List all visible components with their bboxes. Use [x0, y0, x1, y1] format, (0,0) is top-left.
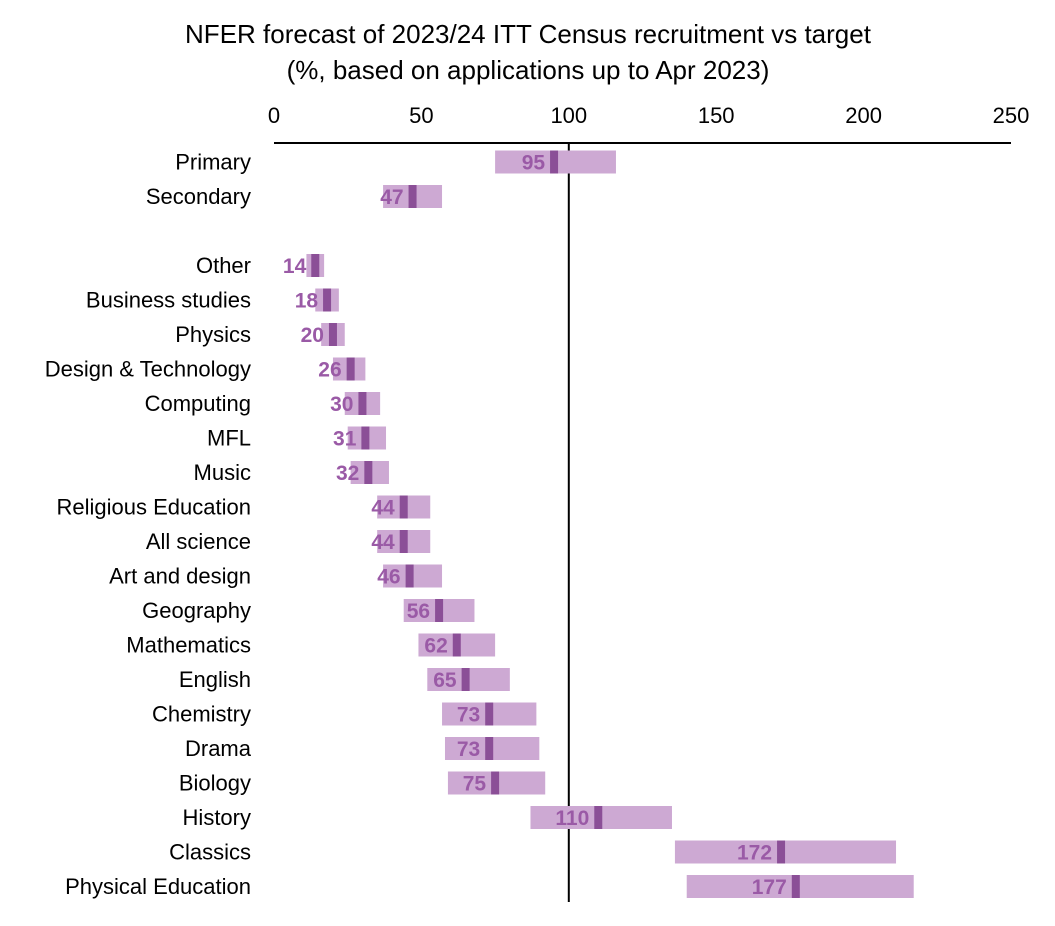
axis-group: 0 50 100 150 200 250	[268, 103, 1029, 902]
point-marker	[791, 875, 800, 898]
x-tick-label: 250	[993, 103, 1030, 128]
x-tick-label: 200	[845, 103, 882, 128]
point-marker	[323, 288, 332, 312]
x-tick-label: 150	[698, 103, 735, 128]
point-marker	[346, 357, 355, 381]
point-marker	[311, 254, 320, 277]
category-label: Art and design	[109, 564, 251, 589]
value-label: 20	[301, 324, 324, 347]
point-marker	[361, 426, 370, 450]
value-label: 65	[433, 669, 457, 692]
point-marker	[364, 461, 373, 484]
value-label: 31	[333, 428, 357, 451]
category-label: Computing	[145, 391, 251, 416]
category-label: Mathematics	[126, 633, 251, 658]
point-marker	[777, 840, 786, 864]
value-label: 73	[457, 738, 480, 761]
value-label: 95	[522, 152, 546, 175]
point-marker	[550, 150, 559, 174]
point-marker	[405, 564, 414, 588]
category-label: Other	[196, 253, 251, 278]
point-marker	[358, 392, 367, 415]
category-label: Physical Education	[65, 874, 251, 899]
point-marker	[399, 495, 408, 519]
point-marker	[408, 185, 417, 208]
value-label: 73	[457, 704, 480, 727]
value-label: 56	[407, 600, 430, 623]
category-label: Biology	[179, 771, 251, 796]
value-label: 14	[283, 255, 307, 278]
point-marker	[485, 737, 494, 760]
value-label: 47	[380, 186, 403, 209]
range-bar	[686, 875, 914, 898]
point-marker	[485, 702, 494, 726]
value-label: 177	[752, 876, 787, 899]
category-label: Physics	[175, 322, 251, 347]
value-label: 172	[737, 842, 772, 865]
value-label: 18	[295, 290, 319, 313]
point-marker	[399, 530, 408, 553]
x-tick-label: 50	[409, 103, 433, 128]
bars-group: 95 Primary 47 Secondary 14 Other 18 Business st…	[45, 150, 914, 899]
category-label: Religious Education	[57, 495, 251, 520]
point-marker	[594, 806, 603, 829]
chart-title: NFER forecast of 2023/24 ITT Census recr…	[185, 19, 872, 49]
point-marker	[461, 668, 470, 691]
category-label: History	[183, 805, 251, 830]
value-label: 44	[371, 531, 395, 554]
value-label: 26	[318, 359, 341, 382]
range-bar	[674, 840, 897, 864]
value-label: 110	[555, 807, 589, 830]
category-label: Primary	[175, 150, 251, 175]
value-label: 44	[371, 497, 395, 520]
chart-subtitle: (%, based on applications up to Apr 2023…	[287, 55, 770, 85]
x-tick-label: 100	[550, 103, 587, 128]
category-label: Secondary	[146, 184, 251, 209]
category-label: English	[179, 667, 251, 692]
category-label: Design & Technology	[45, 357, 251, 382]
category-label: Business studies	[86, 288, 251, 313]
point-marker	[328, 323, 337, 346]
category-label: Classics	[169, 840, 251, 865]
value-label: 30	[330, 393, 353, 416]
category-label: Drama	[185, 736, 252, 761]
x-tick-label: 0	[268, 103, 280, 128]
point-marker	[435, 599, 444, 622]
category-label: All science	[146, 529, 251, 554]
point-marker	[452, 633, 461, 657]
value-label: 75	[463, 773, 487, 796]
point-marker	[491, 771, 500, 795]
category-label: Chemistry	[152, 702, 251, 727]
category-label: Geography	[142, 598, 251, 623]
value-label: 62	[424, 635, 447, 658]
value-label: 32	[336, 462, 359, 485]
value-label: 46	[377, 566, 400, 589]
category-label: MFL	[207, 426, 251, 451]
category-label: Music	[194, 460, 251, 485]
